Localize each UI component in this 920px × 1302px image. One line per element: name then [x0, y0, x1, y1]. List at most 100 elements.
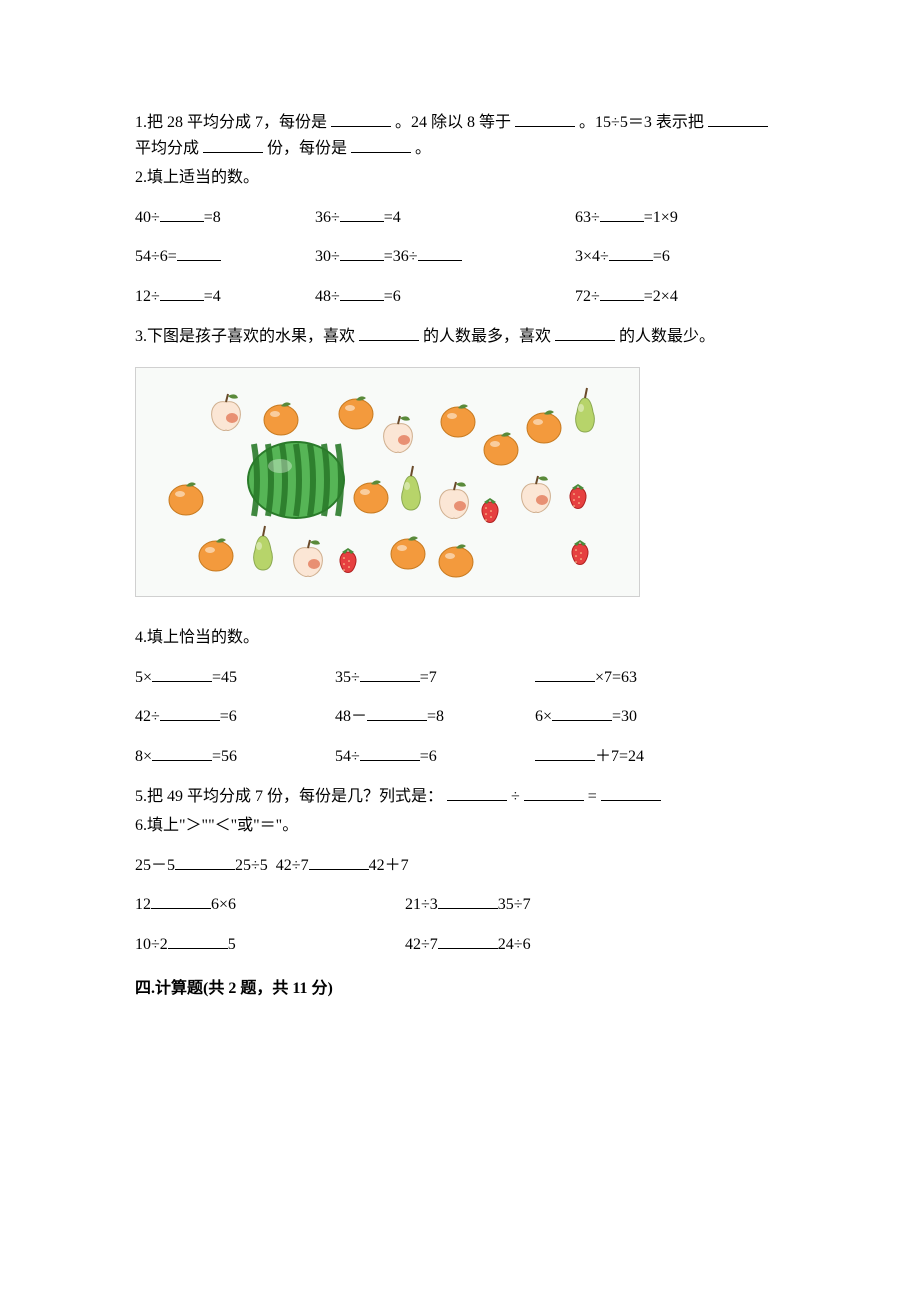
- q4-r2c2: 48－=8: [335, 704, 535, 730]
- q2-r3c2-a: 48÷: [315, 288, 340, 305]
- q4-r3c3: ＋7=24: [535, 744, 735, 770]
- q2-r3c2-blank[interactable]: [340, 284, 384, 301]
- q2-r3c1-blank[interactable]: [160, 284, 204, 301]
- q2-r1c2: 36÷=4: [315, 205, 575, 231]
- orange-icon: [196, 532, 236, 572]
- q1-blank-1[interactable]: [331, 110, 391, 127]
- question-4-title: 4.填上恰当的数。: [135, 625, 785, 651]
- q4-r3c1-b: =56: [212, 748, 237, 765]
- q1-blank-3[interactable]: [708, 110, 768, 127]
- apple-icon: [516, 472, 556, 516]
- q6-r2-blank1[interactable]: [151, 892, 211, 909]
- q6-r3c: 42÷7: [405, 936, 438, 953]
- q5-text-a: 5.把 49 平均分成 7 份，每份是几？列式是：: [135, 788, 443, 805]
- q3-text-a: 3.下图是孩子喜欢的水果，喜欢: [135, 328, 355, 345]
- q2-r1c2-blank[interactable]: [340, 205, 384, 222]
- apple-icon: [288, 536, 328, 580]
- q6-r1-blank1[interactable]: [175, 853, 235, 870]
- q4-r2c1-a: 42÷: [135, 708, 160, 725]
- question-6-title: 6.填上"＞""＜"或"＝"。: [135, 813, 785, 839]
- q6-r1a: 25－5: [135, 857, 175, 874]
- q3-text-c: 的人数最少。: [619, 328, 715, 345]
- q5-blank-2[interactable]: [524, 784, 584, 801]
- q4-row-3: 8×=56 54÷=6 ＋7=24: [135, 744, 785, 770]
- q2-r3c1-a: 12÷: [135, 288, 160, 305]
- q6-row-2: 126×6 21÷335÷7: [135, 892, 785, 918]
- q5-blank-3[interactable]: [601, 784, 661, 801]
- q4-r1c3: ×7=63: [535, 665, 735, 691]
- q6-r3d: 24÷6: [498, 936, 531, 953]
- q3-blank-2[interactable]: [555, 324, 615, 341]
- q2-r3c2: 48÷ =6: [315, 284, 575, 310]
- q6-r2-right: 21÷335÷7: [405, 892, 531, 918]
- watermelon-icon: [246, 430, 346, 520]
- orange-icon: [388, 530, 428, 570]
- q2-r1c1-blank[interactable]: [160, 205, 204, 222]
- q3-blank-1[interactable]: [359, 324, 419, 341]
- q4-r2c2-blank[interactable]: [367, 704, 427, 721]
- q4-r3c2: 54÷=6: [335, 744, 535, 770]
- q6-r1-blank2[interactable]: [309, 853, 369, 870]
- q6-r2-blank2[interactable]: [438, 892, 498, 909]
- q1-blank-4[interactable]: [203, 136, 263, 153]
- q1-text-a: 1.把 28 平均分成 7，每份是: [135, 114, 327, 131]
- q6-r3-left: 10÷2 5: [135, 932, 405, 958]
- q1-blank-5[interactable]: [351, 136, 411, 153]
- q4-r1c2: 35÷=7: [335, 665, 535, 691]
- apple-icon: [378, 412, 418, 456]
- q4-r1c2-blank[interactable]: [360, 665, 420, 682]
- q6-r3-blank1[interactable]: [168, 932, 228, 949]
- q2-r1c3-blank[interactable]: [600, 205, 644, 222]
- q2-r2c1-blank[interactable]: [177, 244, 221, 261]
- q2-r1c3-a: 63÷: [575, 209, 600, 226]
- q4-r1c3-blank[interactable]: [535, 665, 595, 682]
- q6-r3a: 10÷2: [135, 936, 168, 953]
- q2-r2c1-a: 54÷6=: [135, 248, 177, 265]
- question-5: 5.把 49 平均分成 7 份，每份是几？列式是： ÷ =: [135, 784, 785, 810]
- q6-row-1: 25－525÷5 42÷742＋7: [135, 853, 785, 879]
- q2-r3c2-b: =6: [384, 288, 401, 305]
- orange-icon: [336, 390, 376, 430]
- q4-r2c3-blank[interactable]: [552, 704, 612, 721]
- q2-r1c2-a: 36÷: [315, 209, 340, 226]
- strawberry-icon: [478, 494, 502, 526]
- q4-r3c3-blank[interactable]: [535, 744, 595, 761]
- q2-row-1: 40÷=8 36÷=4 63÷=1×9: [135, 205, 785, 231]
- q2-r2c2-b: =36÷: [384, 248, 418, 265]
- q1-blank-2[interactable]: [515, 110, 575, 127]
- q2-r3c3-b: =2×4: [644, 288, 678, 305]
- q6-r3-blank2[interactable]: [438, 932, 498, 949]
- q1-text-b: 。24 除以 8 等于: [395, 114, 511, 131]
- q6-r3-right: 42÷7 24÷6: [405, 932, 531, 958]
- q2-r3c3-blank[interactable]: [600, 284, 644, 301]
- q2-r2c2-a: 30÷: [315, 248, 340, 265]
- fruit-illustration: [135, 367, 640, 597]
- q4-row-1: 5×=45 35÷=7 ×7=63: [135, 665, 785, 691]
- q6-r1d: 42＋7: [369, 857, 409, 874]
- q4-r2c3: 6×=30: [535, 704, 735, 730]
- q5-text-c: =: [588, 788, 597, 805]
- pear-icon: [568, 386, 602, 436]
- q2-r2c3-blank[interactable]: [609, 244, 653, 261]
- q6-r3b: 5: [228, 936, 236, 953]
- q4-r3c3-b: ＋7=24: [595, 748, 644, 765]
- q5-text-b: ÷: [511, 788, 520, 805]
- q4-r2c1: 42÷=6: [135, 704, 335, 730]
- q4-r3c1-blank[interactable]: [152, 744, 212, 761]
- q4-r3c2-blank[interactable]: [360, 744, 420, 761]
- q5-blank-1[interactable]: [447, 784, 507, 801]
- strawberry-icon: [336, 544, 360, 576]
- q2-r2c2-blank1[interactable]: [340, 244, 384, 261]
- q2-r3c3-a: 72÷: [575, 288, 600, 305]
- orange-icon: [438, 398, 478, 438]
- strawberry-icon: [566, 480, 590, 512]
- q6-r2-left: 126×6: [135, 892, 405, 918]
- q2-r2c2-blank2[interactable]: [418, 244, 462, 261]
- q4-r2c2-b: =8: [427, 708, 444, 725]
- q4-r2c1-blank[interactable]: [160, 704, 220, 721]
- orange-icon: [166, 476, 206, 516]
- q1-text-f: 。: [415, 140, 431, 157]
- q4-r1c1-b: =45: [212, 669, 237, 686]
- q1-text-c: 。15÷5＝3 表示把: [579, 114, 704, 131]
- q4-r1c1-blank[interactable]: [152, 665, 212, 682]
